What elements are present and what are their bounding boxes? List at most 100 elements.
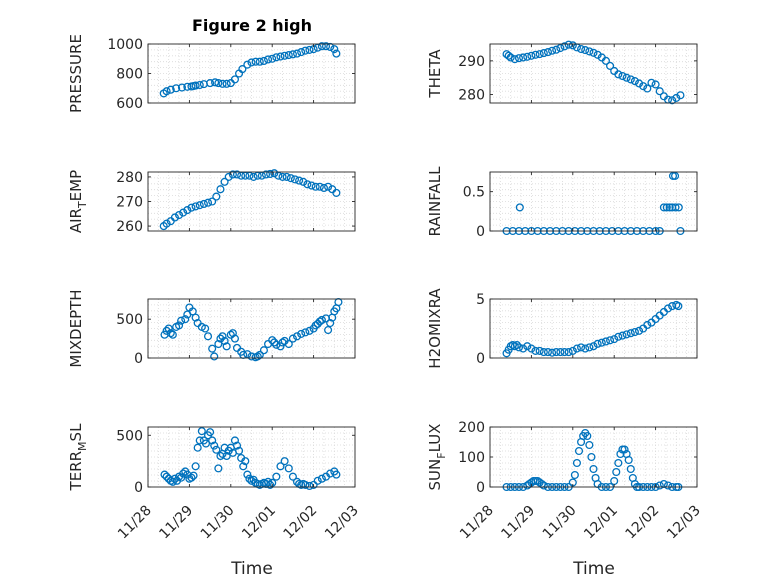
data-point: [239, 462, 248, 471]
data-point: [220, 177, 229, 186]
data-point: [556, 43, 565, 53]
data-point: [527, 344, 536, 353]
data-point: [230, 75, 239, 84]
data-point: [214, 464, 223, 473]
series-markers: [502, 428, 683, 492]
data-point: [255, 57, 264, 66]
plot-area: [148, 44, 355, 103]
x-tick-label: 11/28: [115, 503, 155, 543]
data-point: [326, 319, 335, 328]
data-point: [504, 51, 513, 60]
x-tick-label: 12/03: [664, 503, 704, 543]
data-point: [581, 344, 590, 353]
data-point: [313, 476, 322, 485]
data-point: [292, 332, 302, 341]
chart-title: Figure 2 high: [192, 16, 312, 35]
data-point: [266, 480, 275, 489]
data-point: [297, 329, 306, 338]
data-point: [259, 346, 268, 355]
x-tick-label: 11/29: [498, 503, 538, 543]
data-point: [564, 40, 573, 49]
data-point: [671, 203, 680, 212]
data-point: [162, 219, 171, 228]
data-point: [610, 335, 619, 344]
data-point: [232, 170, 242, 179]
y-axis-label: THETA: [426, 49, 444, 99]
data-point: [181, 315, 190, 324]
data-point: [299, 177, 308, 186]
data-point: [224, 172, 233, 181]
data-point: [512, 340, 521, 350]
data-point: [268, 336, 277, 345]
data-point: [539, 49, 548, 58]
data-point: [626, 75, 635, 84]
data-point: [216, 185, 225, 194]
data-point: [570, 470, 579, 480]
data-point: [577, 343, 586, 352]
data-point: [168, 330, 177, 339]
data-point: [175, 210, 184, 220]
data-point: [268, 54, 277, 63]
data-point: [284, 51, 293, 60]
data-point: [539, 348, 548, 357]
data-point: [535, 50, 544, 59]
data-point: [264, 55, 273, 64]
data-point: [280, 457, 289, 466]
panel-mixdepth: 0 500 MIXDEPTH: [67, 289, 356, 368]
data-point: [230, 436, 239, 445]
data-point: [290, 175, 300, 184]
data-point: [601, 56, 610, 65]
data-point: [587, 452, 596, 462]
y-tick-label: 200: [458, 420, 485, 436]
data-point: [208, 197, 217, 206]
y-axis-label: MIXDEPTH: [67, 289, 85, 367]
y-axis-label: PRESSURE: [67, 34, 85, 113]
data-point: [201, 324, 210, 333]
data-point: [568, 346, 577, 355]
data-point: [577, 45, 586, 54]
data-point: [519, 53, 528, 62]
data-point: [523, 52, 532, 61]
data-point: [324, 326, 333, 335]
data-point: [218, 79, 227, 88]
x-tick-label: 11/30: [540, 503, 580, 543]
data-point: [210, 441, 219, 450]
data-point: [674, 203, 683, 212]
data-point: [315, 182, 324, 191]
data-point: [527, 51, 536, 60]
data-point: [663, 481, 673, 490]
data-point: [162, 472, 171, 481]
data-point: [634, 326, 644, 335]
data-point: [659, 203, 668, 212]
panel-theta: 280 290 THETA: [426, 40, 698, 105]
data-point: [270, 169, 279, 178]
data-point: [510, 55, 519, 64]
x-tick-label: 11/28: [457, 503, 497, 543]
data-point: [270, 338, 279, 347]
data-point: [284, 464, 293, 473]
data-point: [243, 470, 252, 479]
data-point: [305, 481, 314, 491]
data-point: [601, 337, 610, 346]
data-point: [589, 464, 598, 474]
data-point: [319, 183, 329, 193]
data-point: [195, 80, 204, 90]
data-point: [301, 46, 310, 55]
data-point: [614, 70, 623, 79]
data-point: [272, 472, 281, 481]
data-point: [543, 48, 553, 57]
data-point: [552, 45, 561, 54]
data-point: [620, 445, 629, 454]
data-point: [166, 329, 175, 338]
data-point: [662, 203, 671, 212]
data-point: [288, 334, 297, 343]
data-point: [266, 169, 275, 179]
data-point: [548, 348, 557, 357]
data-point: [218, 332, 227, 341]
data-point: [593, 339, 602, 348]
data-point: [243, 60, 252, 69]
data-point: [191, 81, 200, 90]
data-point: [581, 46, 590, 55]
data-point: [674, 302, 683, 311]
